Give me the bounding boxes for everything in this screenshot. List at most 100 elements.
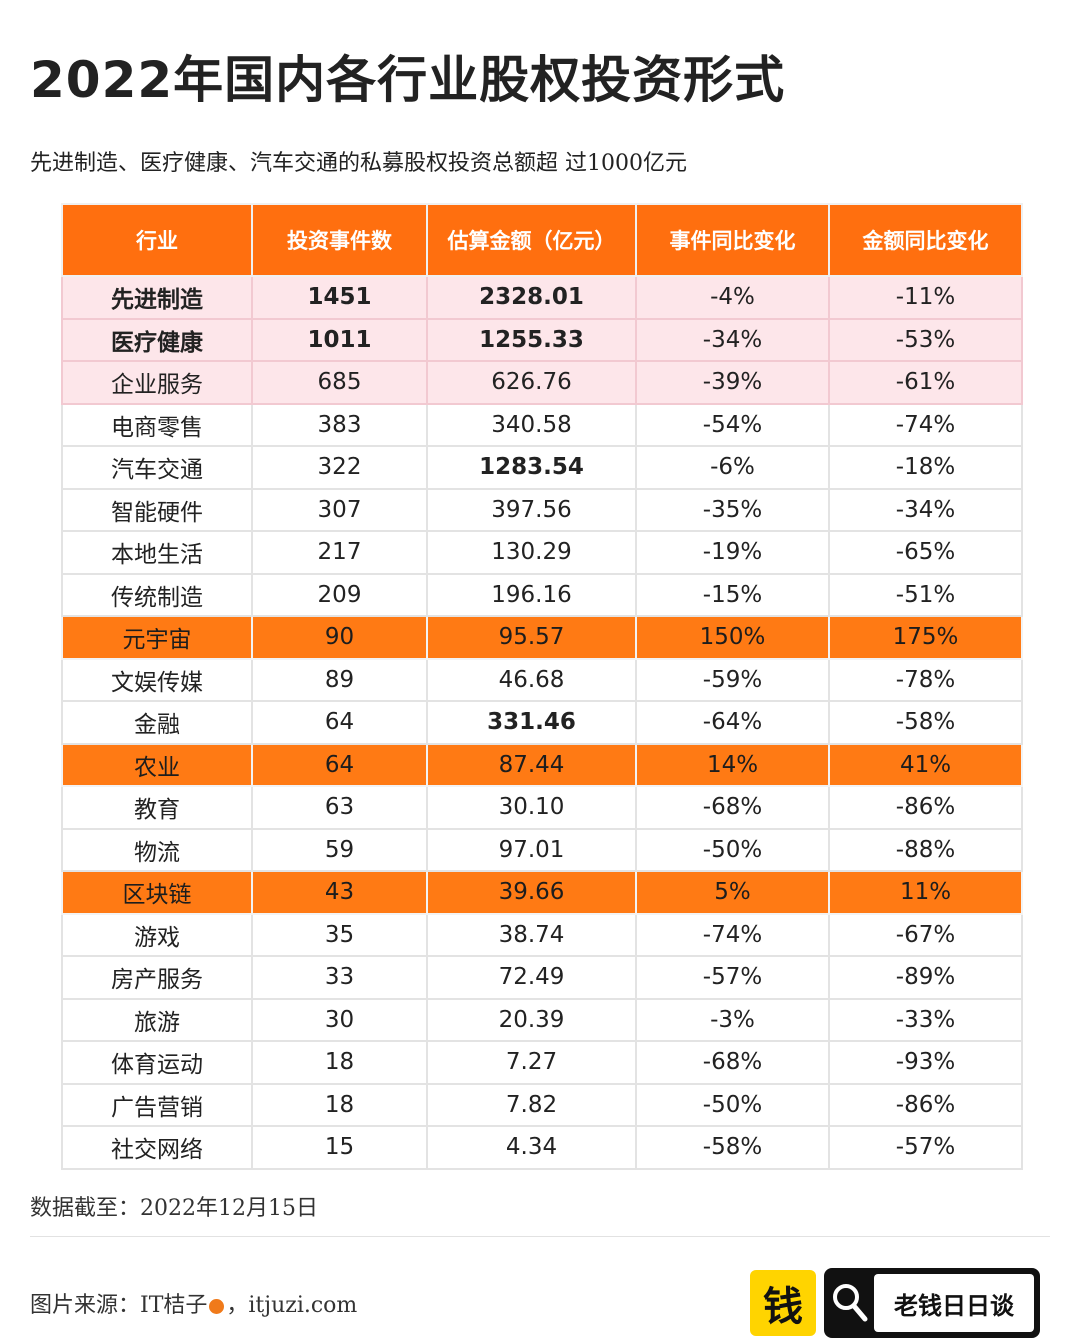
cell-event-count: 90 xyxy=(251,615,428,660)
cell-industry: 区块链 xyxy=(61,870,253,915)
cell-industry: 企业服务 xyxy=(61,360,253,405)
header-event-count: 投资事件数 xyxy=(251,203,428,277)
cell-amount-yoy: -34% xyxy=(828,487,1023,532)
cell-amount: 130.29 xyxy=(426,530,637,575)
table-row: 区块链 43 39.66 5% 11% xyxy=(61,870,1023,915)
cell-amount: 38.74 xyxy=(426,912,637,957)
cell-industry: 体育运动 xyxy=(61,1040,253,1085)
cell-event-count: 1451 xyxy=(251,275,428,320)
header-amount-yoy: 金额同比变化 xyxy=(828,203,1023,277)
cell-event-count: 30 xyxy=(251,997,428,1042)
cell-event-yoy: -6% xyxy=(635,445,830,490)
cell-industry: 智能硬件 xyxy=(61,487,253,532)
cell-event-count: 33 xyxy=(251,955,428,1000)
cell-industry: 电商零售 xyxy=(61,402,253,447)
cell-amount: 196.16 xyxy=(426,572,637,617)
cell-amount: 39.66 xyxy=(426,870,637,915)
logo-char: 钱 xyxy=(763,1284,803,1330)
cell-amount-yoy: 41% xyxy=(828,742,1023,787)
cell-amount: 7.27 xyxy=(426,1040,637,1085)
cell-industry: 传统制造 xyxy=(61,572,253,617)
cell-amount-yoy: -65% xyxy=(828,530,1023,575)
table-row: 游戏 35 38.74 -74% -67% xyxy=(61,912,1023,957)
table-row: 本地生活 217 130.29 -19% -65% xyxy=(61,530,1023,575)
cell-event-yoy: -64% xyxy=(635,700,830,745)
table-row: 企业服务 685 626.76 -39% -61% xyxy=(61,360,1023,405)
table-row: 汽车交通 322 1283.54 -6% -18% xyxy=(61,445,1023,490)
cell-industry: 金融 xyxy=(61,700,253,745)
cell-event-count: 209 xyxy=(251,572,428,617)
cell-event-yoy: 14% xyxy=(635,742,830,787)
table-row: 物流 59 97.01 -50% -88% xyxy=(61,827,1023,872)
cell-amount: 20.39 xyxy=(426,997,637,1042)
cell-event-count: 1011 xyxy=(251,317,428,362)
cell-event-count: 307 xyxy=(251,487,428,532)
cell-amount-yoy: -86% xyxy=(828,1082,1023,1127)
cell-event-yoy: 150% xyxy=(635,615,830,660)
header-amount: 估算金额（亿元） xyxy=(426,203,637,277)
image-source: 图片来源：IT桔子 ，itjuzi.com xyxy=(30,1287,357,1325)
cell-amount: 2328.01 xyxy=(426,275,637,320)
cell-event-count: 15 xyxy=(251,1125,428,1170)
cell-industry: 医疗健康 xyxy=(61,317,253,362)
cell-amount-yoy: -33% xyxy=(828,997,1023,1042)
cell-event-yoy: -34% xyxy=(635,317,830,362)
cell-amount-yoy: -93% xyxy=(828,1040,1023,1085)
cell-event-count: 322 xyxy=(251,445,428,490)
cell-amount-yoy: -11% xyxy=(828,275,1023,320)
cell-event-count: 217 xyxy=(251,530,428,575)
cell-amount-yoy: -58% xyxy=(828,700,1023,745)
cell-event-count: 35 xyxy=(251,912,428,957)
table-row: 金融 64 331.46 -64% -58% xyxy=(61,700,1023,745)
search-badge[interactable]: 老钱日日谈 xyxy=(824,1268,1040,1338)
data-cutoff-note: 数据截至：2022年12月15日 xyxy=(30,1196,318,1221)
cell-event-yoy: -35% xyxy=(635,487,830,532)
header-industry: 行业 xyxy=(61,203,253,277)
cell-event-count: 383 xyxy=(251,402,428,447)
cell-event-count: 43 xyxy=(251,870,428,915)
cell-event-yoy: -50% xyxy=(635,827,830,872)
cell-industry: 旅游 xyxy=(61,997,253,1042)
cell-event-yoy: -4% xyxy=(635,275,830,320)
table-row: 电商零售 383 340.58 -54% -74% xyxy=(61,402,1023,447)
cell-amount: 397.56 xyxy=(426,487,637,532)
cell-amount: 97.01 xyxy=(426,827,637,872)
cell-industry: 广告营销 xyxy=(61,1082,253,1127)
cell-industry: 文娱传媒 xyxy=(61,657,253,702)
divider xyxy=(30,1236,1050,1237)
cell-amount: 331.46 xyxy=(426,700,637,745)
cell-amount: 30.10 xyxy=(426,785,637,830)
header-event-yoy: 事件同比变化 xyxy=(635,203,830,277)
cell-event-count: 64 xyxy=(251,742,428,787)
table-header-row: 行业 投资事件数 估算金额（亿元） 事件同比变化 金额同比变化 xyxy=(61,203,1023,277)
cell-event-yoy: 5% xyxy=(635,870,830,915)
table-row: 社交网络 15 4.34 -58% -57% xyxy=(61,1125,1023,1170)
table-row: 传统制造 209 196.16 -15% -51% xyxy=(61,572,1023,617)
cell-amount-yoy: -88% xyxy=(828,827,1023,872)
cell-industry: 房产服务 xyxy=(61,955,253,1000)
cell-event-yoy: -68% xyxy=(635,785,830,830)
cell-industry: 元宇宙 xyxy=(61,615,253,660)
cell-event-count: 63 xyxy=(251,785,428,830)
cell-amount: 4.34 xyxy=(426,1125,637,1170)
cell-industry: 本地生活 xyxy=(61,530,253,575)
cell-industry: 先进制造 xyxy=(61,275,253,320)
cell-event-yoy: -39% xyxy=(635,360,830,405)
cell-industry: 教育 xyxy=(61,785,253,830)
cell-event-yoy: -58% xyxy=(635,1125,830,1170)
cell-amount-yoy: 11% xyxy=(828,870,1023,915)
table-row: 教育 63 30.10 -68% -86% xyxy=(61,785,1023,830)
cell-amount-yoy: -67% xyxy=(828,912,1023,957)
cell-amount: 1283.54 xyxy=(426,445,637,490)
cell-event-yoy: -3% xyxy=(635,997,830,1042)
cell-event-yoy: -68% xyxy=(635,1040,830,1085)
cell-amount: 626.76 xyxy=(426,360,637,405)
badge-label: 老钱日日谈 xyxy=(874,1274,1034,1332)
table-row: 医疗健康 1011 1255.33 -34% -53% xyxy=(61,317,1023,362)
cell-event-yoy: -59% xyxy=(635,657,830,702)
cell-amount-yoy: -57% xyxy=(828,1125,1023,1170)
industry-table: 行业 投资事件数 估算金额（亿元） 事件同比变化 金额同比变化 先进制造 1451… xyxy=(61,203,1023,1170)
cell-amount-yoy: 175% xyxy=(828,615,1023,660)
cell-event-yoy: -15% xyxy=(635,572,830,617)
